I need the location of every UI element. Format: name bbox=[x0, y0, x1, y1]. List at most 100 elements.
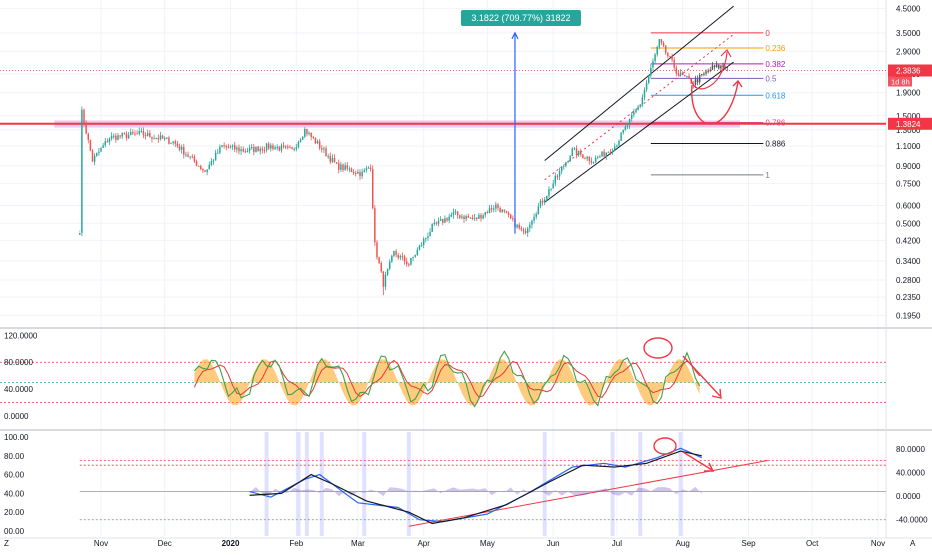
candle[interactable] bbox=[87, 133, 90, 140]
candle[interactable] bbox=[429, 231, 431, 237]
candle[interactable] bbox=[535, 214, 537, 217]
candle[interactable] bbox=[582, 154, 584, 159]
candle[interactable] bbox=[537, 206, 540, 215]
candle[interactable] bbox=[374, 208, 376, 243]
candle[interactable] bbox=[363, 170, 365, 172]
candle[interactable] bbox=[614, 146, 616, 152]
candle[interactable] bbox=[344, 165, 346, 170]
candle[interactable] bbox=[369, 167, 372, 170]
candle[interactable] bbox=[658, 39, 661, 47]
candle[interactable] bbox=[425, 237, 427, 240]
candle[interactable] bbox=[601, 151, 603, 157]
candle[interactable] bbox=[123, 133, 126, 135]
candle[interactable] bbox=[310, 132, 312, 137]
candle[interactable] bbox=[191, 156, 194, 158]
candle[interactable] bbox=[705, 71, 707, 74]
stoch-rsi-panel[interactable] bbox=[0, 350, 886, 408]
candle[interactable] bbox=[454, 211, 457, 213]
candle[interactable] bbox=[333, 158, 336, 163]
candle[interactable] bbox=[85, 123, 87, 134]
candle[interactable] bbox=[359, 171, 361, 177]
candle[interactable] bbox=[399, 255, 402, 258]
candle[interactable] bbox=[174, 141, 177, 144]
candle[interactable] bbox=[548, 189, 550, 196]
candle[interactable] bbox=[605, 152, 608, 157]
candle[interactable] bbox=[238, 147, 240, 152]
candle[interactable] bbox=[246, 151, 249, 153]
candle[interactable] bbox=[501, 209, 503, 213]
candle[interactable] bbox=[125, 133, 128, 139]
candle[interactable] bbox=[643, 89, 646, 98]
candle[interactable] bbox=[622, 130, 624, 133]
candle[interactable] bbox=[412, 256, 414, 258]
candle[interactable] bbox=[388, 261, 391, 269]
candle[interactable] bbox=[541, 200, 544, 203]
candle[interactable] bbox=[340, 164, 342, 170]
candle[interactable] bbox=[236, 147, 238, 150]
candle[interactable] bbox=[418, 245, 421, 250]
candle[interactable] bbox=[178, 146, 181, 150]
candle[interactable] bbox=[586, 156, 588, 159]
candle[interactable] bbox=[531, 220, 533, 225]
candle[interactable] bbox=[656, 46, 658, 55]
candle[interactable] bbox=[416, 249, 419, 255]
candle[interactable] bbox=[575, 148, 578, 156]
candle[interactable] bbox=[401, 255, 404, 257]
candle[interactable] bbox=[524, 230, 527, 233]
candle[interactable] bbox=[452, 212, 455, 215]
candle[interactable] bbox=[91, 150, 94, 162]
candle[interactable] bbox=[301, 136, 304, 140]
candle[interactable] bbox=[408, 264, 410, 266]
candle[interactable] bbox=[161, 135, 164, 139]
oscillator-panel[interactable] bbox=[79, 432, 886, 536]
candle[interactable] bbox=[321, 147, 323, 150]
candle[interactable] bbox=[461, 216, 463, 218]
candle[interactable] bbox=[308, 132, 310, 134]
candle[interactable] bbox=[484, 212, 486, 216]
candle[interactable] bbox=[195, 161, 198, 166]
candle[interactable] bbox=[350, 168, 353, 173]
candle[interactable] bbox=[242, 149, 244, 152]
candle[interactable] bbox=[183, 146, 185, 155]
candle[interactable] bbox=[144, 135, 147, 137]
candle[interactable] bbox=[384, 274, 387, 287]
candle[interactable] bbox=[270, 145, 272, 149]
candle[interactable] bbox=[688, 75, 690, 79]
candle[interactable] bbox=[507, 212, 510, 215]
candle[interactable] bbox=[287, 146, 289, 148]
candle[interactable] bbox=[463, 216, 465, 220]
candle[interactable] bbox=[250, 147, 253, 149]
candle[interactable] bbox=[240, 149, 242, 152]
candle[interactable] bbox=[104, 141, 106, 146]
candle[interactable] bbox=[569, 156, 571, 161]
candle[interactable] bbox=[550, 188, 552, 190]
candle[interactable] bbox=[635, 109, 637, 113]
candle[interactable] bbox=[102, 145, 104, 148]
candle[interactable] bbox=[93, 155, 96, 162]
candle[interactable] bbox=[512, 218, 514, 220]
candle[interactable] bbox=[227, 146, 230, 148]
candle[interactable] bbox=[444, 218, 446, 223]
candle[interactable] bbox=[493, 208, 495, 210]
candle[interactable] bbox=[276, 146, 278, 148]
candle[interactable] bbox=[448, 216, 450, 221]
candle[interactable] bbox=[603, 151, 605, 157]
candle[interactable] bbox=[626, 125, 629, 127]
candle[interactable] bbox=[518, 224, 520, 229]
candle[interactable] bbox=[465, 216, 467, 220]
candle[interactable] bbox=[325, 148, 327, 157]
candle[interactable] bbox=[382, 271, 385, 287]
candle[interactable] bbox=[698, 75, 701, 83]
candle[interactable] bbox=[106, 141, 109, 143]
candle[interactable] bbox=[567, 160, 569, 163]
candle[interactable] bbox=[304, 129, 306, 137]
candle[interactable] bbox=[437, 220, 440, 224]
candle[interactable] bbox=[482, 215, 484, 219]
candle[interactable] bbox=[200, 166, 202, 169]
candle[interactable] bbox=[433, 222, 436, 225]
candle[interactable] bbox=[331, 158, 334, 162]
candle[interactable] bbox=[140, 130, 143, 132]
candle[interactable] bbox=[469, 217, 472, 219]
candle[interactable] bbox=[420, 245, 423, 247]
candle[interactable] bbox=[478, 214, 480, 219]
